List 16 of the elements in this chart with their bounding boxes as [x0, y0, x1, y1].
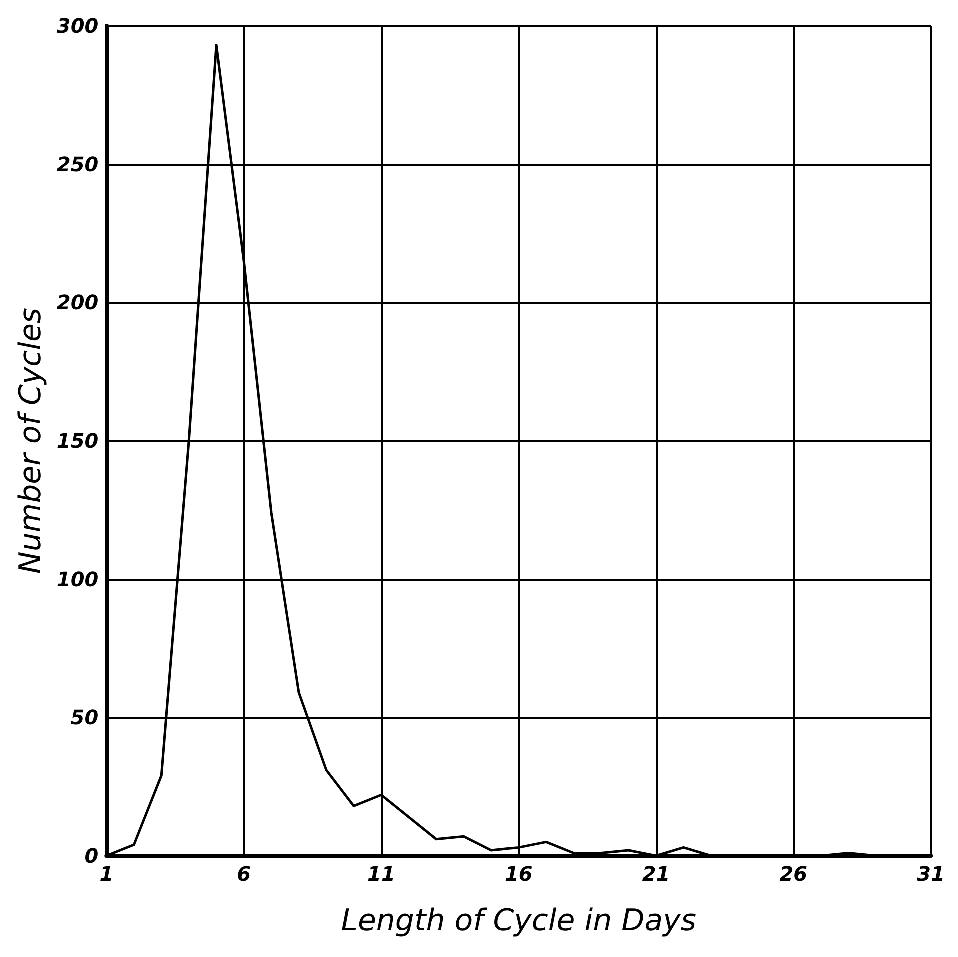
x-tick-label: 31	[917, 862, 946, 886]
y-tick-label: 250	[56, 152, 99, 176]
x-tick-label: 26	[780, 862, 808, 886]
x-axis-title: Length of Cycle in Days	[341, 904, 697, 938]
x-tick-label: 1	[100, 862, 114, 886]
x-tick-label: 11	[368, 862, 396, 886]
y-tick-label: 300	[56, 14, 99, 38]
y-tick-label: 200	[56, 290, 99, 315]
x-tick-label: 21	[642, 862, 670, 886]
y-tick-label: 50	[70, 706, 99, 730]
y-tick-label: 0	[84, 844, 99, 868]
x-tick-label: 6	[237, 862, 252, 886]
y-axis-title: Number of Cycles	[14, 308, 48, 574]
y-tick-label: 100	[56, 567, 99, 592]
x-tick-label: 16	[504, 862, 533, 886]
y-tick-label: 150	[56, 429, 99, 453]
